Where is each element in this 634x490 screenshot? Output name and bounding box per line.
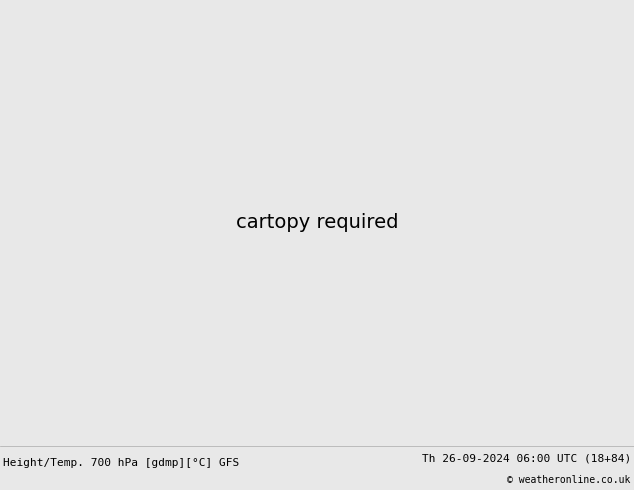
Text: Th 26-09-2024 06:00 UTC (18+84): Th 26-09-2024 06:00 UTC (18+84) (422, 453, 631, 463)
Text: cartopy required: cartopy required (236, 214, 398, 232)
Text: © weatheronline.co.uk: © weatheronline.co.uk (507, 475, 631, 485)
Text: Height/Temp. 700 hPa [gdmp][°C] GFS: Height/Temp. 700 hPa [gdmp][°C] GFS (3, 458, 240, 467)
